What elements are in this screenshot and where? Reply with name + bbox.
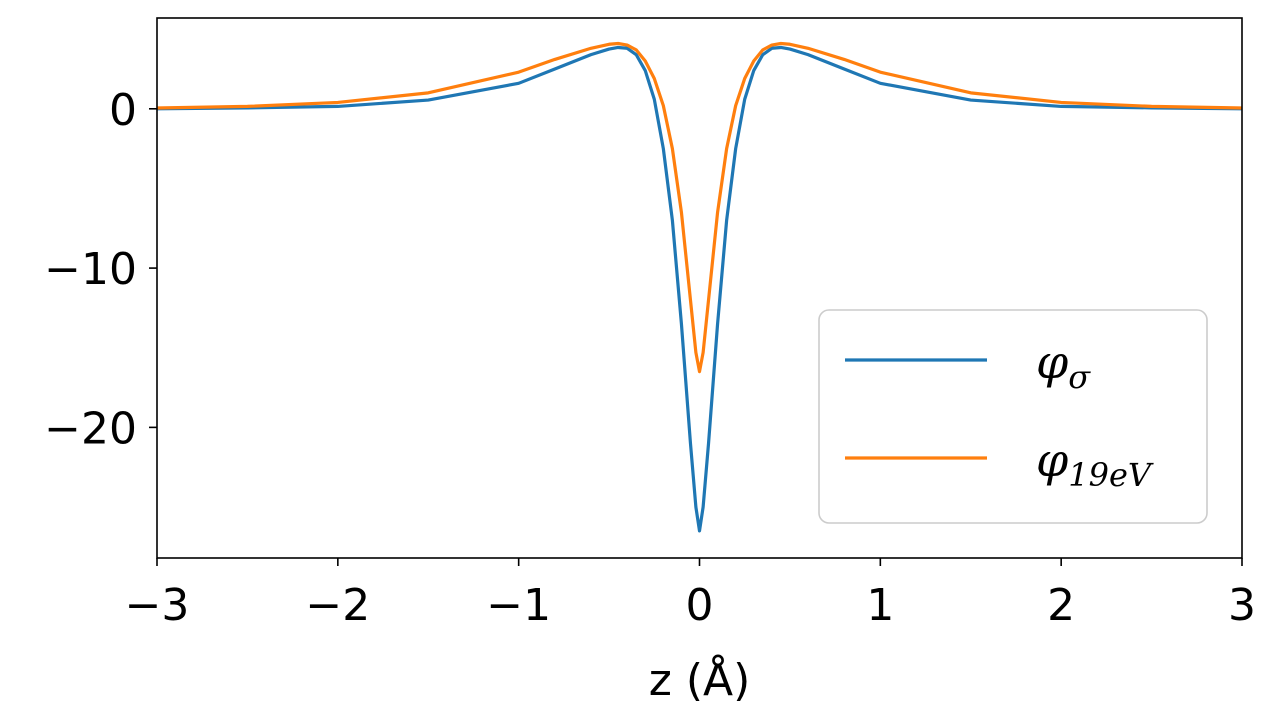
legend-box xyxy=(818,309,1208,524)
x-tick-label: 3 xyxy=(1228,580,1256,631)
x-axis-label: z (Å) xyxy=(649,653,751,706)
series-line-2 xyxy=(157,41,1242,374)
series-line-1 xyxy=(157,45,1242,533)
x-tick-label: −3 xyxy=(125,580,190,631)
legend-entries: φσ φ19eV xyxy=(845,335,1154,494)
y-tick-label: −10 xyxy=(44,244,137,295)
legend-label-2: φ19eV xyxy=(1036,433,1154,494)
x-tick-label: 2 xyxy=(1047,580,1075,631)
series-layer xyxy=(157,41,1242,533)
y-tick-label: −20 xyxy=(44,403,137,454)
x-tick-label: −1 xyxy=(486,580,551,631)
legend: φσ φ19eV xyxy=(818,309,1208,524)
y-tick-label: 0 xyxy=(109,85,137,136)
x-tick-label: −2 xyxy=(305,580,370,631)
x-tick-label: 1 xyxy=(866,580,894,631)
y-axis: 0 −10 −20 xyxy=(44,85,157,454)
x-axis: −3 −2 −1 0 1 2 3 xyxy=(125,558,1256,631)
x-tick-label: 0 xyxy=(686,580,714,631)
legend-label-1: φσ xyxy=(1036,335,1091,396)
